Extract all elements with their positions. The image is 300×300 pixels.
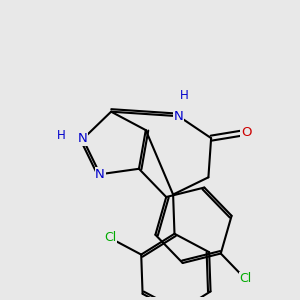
Text: Cl: Cl	[104, 232, 116, 244]
Text: O: O	[241, 126, 251, 139]
Text: H: H	[179, 89, 188, 102]
Text: H: H	[57, 129, 66, 142]
Text: N: N	[95, 168, 105, 181]
Text: N: N	[78, 133, 88, 146]
Text: Cl: Cl	[239, 272, 251, 285]
Text: N: N	[174, 110, 184, 123]
